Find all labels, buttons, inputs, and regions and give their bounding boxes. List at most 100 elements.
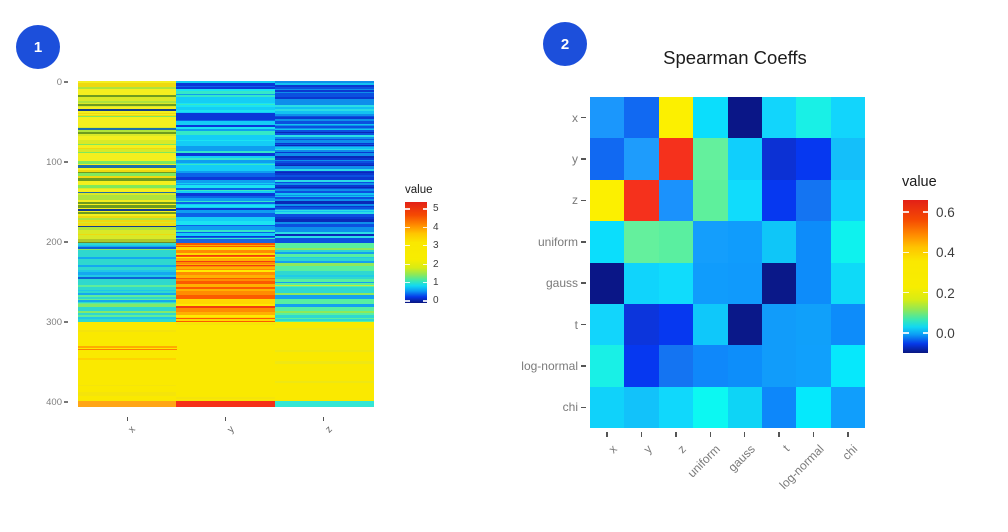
hm1-stripe [78,333,177,337]
hm1-stripe [78,317,177,319]
hm1-stripe [78,241,177,243]
hm1-stripe [274,398,374,402]
hm2-xtick-mark [675,432,677,437]
hm1-stripe [176,204,276,208]
hm1-stripe [78,259,177,262]
hm1-stripe [176,279,276,282]
hm1-stripe [78,133,177,137]
hm1-stripe [274,334,374,338]
hm1-stripe [274,295,374,298]
hm2-cell-z-z [658,179,694,222]
hm1-stripe [274,321,374,323]
hm1-stripe [78,227,177,231]
hm1-stripe [274,283,374,286]
hm1-stripe [176,310,276,313]
hm1-stripe [176,401,276,407]
hm1-stripe [176,387,276,390]
hm1-stripe [78,226,177,228]
hm1-stripe [78,343,177,345]
hm1-stripe [274,394,374,398]
hm2-cell-z-log-normal [796,179,831,222]
hm2-cell-gauss-z [658,262,694,304]
hm1-col-z [274,81,374,407]
hm1-stripe [78,276,177,280]
hm1-stripe [274,89,374,91]
hm1-legend-tickmark [422,208,427,210]
hm1-stripe [176,366,276,369]
hm1-stripe [274,305,374,308]
hm1-legend-tickmark [405,245,410,247]
hm1-stripe [176,334,276,338]
hm1-stripe [176,97,276,99]
hm1-stripe [78,140,177,144]
hm1-stripe [176,286,276,290]
hm1-stripe [78,136,177,140]
hm1-stripe [176,325,276,327]
hm1-stripe [274,391,374,395]
hm1-stripe [176,121,276,123]
hm1-stripe [176,97,276,100]
hm1-stripe [176,364,276,368]
hm1-stripe [176,256,276,259]
hm1-stripe [78,295,177,298]
hm1-ytick-label-300: 300 [46,316,62,328]
hm1-stripe [274,330,374,333]
hm1-stripe [78,354,177,356]
hm1-stripe [78,294,177,296]
hm1-stripe [274,179,374,183]
hm1-stripe [274,93,374,96]
hm2-legend-tick-0.6: 0.6 [936,205,955,221]
hm1-stripe [274,291,374,294]
hm1-stripe [176,113,276,117]
hm1-stripe [176,101,276,104]
hm2-cell-chi-z [658,386,694,428]
hm1-stripe [274,195,374,197]
hm1-stripe [176,148,276,152]
hm1-stripe [78,219,177,222]
hm1-stripe [78,239,177,241]
hm2-legend-tickmark [922,251,928,254]
hm2-ytick-mark [581,158,586,160]
hm1-stripe [78,163,177,165]
hm1-stripe [78,279,177,281]
hm2-ytick-label-chi: chi [562,400,578,415]
hm2-ytick-label-gauss: gauss [545,276,578,291]
hm1-stripe [274,394,374,396]
hm1-stripe [78,366,177,369]
hm2-legend-tickmark [922,211,928,213]
hm1-stripe [274,206,374,208]
hm1-stripe [176,237,276,239]
hm1-stripe [78,332,177,334]
hm1-stripe [78,169,177,171]
hm1-stripe [78,364,177,367]
hm1-stripe [274,385,374,389]
hm1-stripe [274,95,374,98]
hm1-stripe [176,342,276,346]
hm1-legend-tick-1: 1 [433,277,439,289]
hm1-stripe [78,329,177,333]
hm2-cell-log-normal-z [658,345,694,387]
hm1-stripe [78,102,177,104]
hm1-ytick-mark [64,81,68,83]
hm1-stripe [274,229,374,233]
hm1-stripe [78,313,177,316]
hm1-stripe [78,101,177,104]
hm1-stripe [78,256,177,260]
heatmap2-legend-title: value [902,174,937,190]
hm1-stripe [274,337,374,340]
hm1-stripe [78,205,177,209]
hm1-stripe [78,373,177,376]
hm1-stripe [176,198,276,202]
hm1-feature-stripe [78,345,177,348]
hm1-stripe [78,237,177,240]
hm1-stripe [274,107,374,110]
hm2-cell-z-x [590,179,625,222]
hm1-stripe [78,84,177,87]
hm1-stripe [274,234,374,237]
hm1-stripe [78,175,177,179]
hm1-xtick-label-z: z [323,424,335,436]
hm2-xtick-mark [640,432,643,437]
hm1-stripe [274,118,374,122]
hm1-stripe [78,242,177,244]
hm1-stripe [78,211,177,213]
